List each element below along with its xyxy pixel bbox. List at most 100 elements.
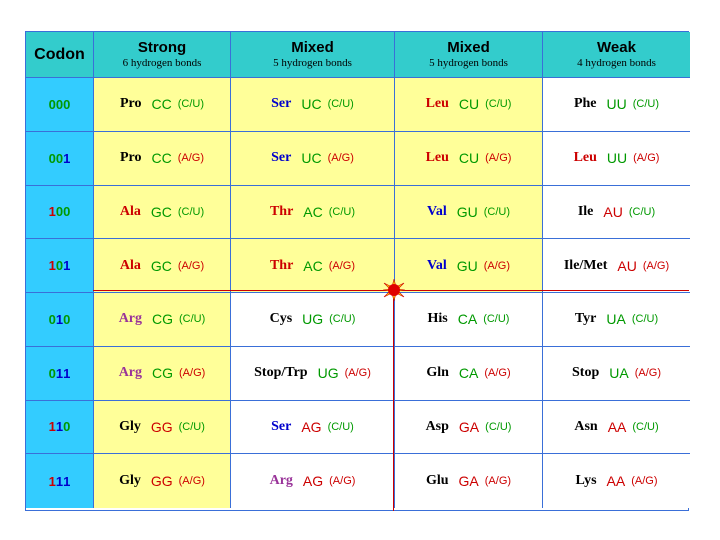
wobble-base: (A/G) (485, 152, 512, 165)
wobble-base: (C/U) (329, 313, 356, 326)
wobble-base: (A/G) (633, 152, 660, 165)
amino-acid: Asn (574, 418, 598, 434)
table-cell: Val GU (C/U) (395, 185, 543, 240)
base-pair: UC (301, 96, 322, 113)
base-pair: GC (150, 257, 172, 274)
table-cell: Gly GG (C/U) (94, 400, 231, 455)
codon-digit: 0 (63, 96, 71, 112)
base-pair: CG (152, 365, 174, 382)
table-cell: Stop UA (A/G) (543, 346, 690, 401)
base-pair: CC (151, 96, 172, 113)
header-cell: Strong 6 hydrogen bonds (94, 32, 231, 78)
amino-acid: Gly (119, 473, 141, 489)
wobble-base: (A/G) (179, 367, 206, 380)
amino-acid: Pro (119, 96, 142, 112)
wobble-base: (A/G) (327, 152, 354, 165)
codon-table: Codon Strong 6 hydrogen bonds Mixed 5 hydrog… (25, 31, 690, 511)
amino-acid: Ala (119, 257, 141, 273)
header-subtitle: 5 hydrogen bonds (429, 57, 508, 69)
wobble-base: (A/G) (631, 475, 658, 488)
amino-acid: Stop (572, 365, 600, 381)
wobble-base: (A/G) (177, 152, 205, 165)
codon-digit: 1 (63, 365, 71, 381)
base-pair: CU (458, 150, 480, 167)
amino-acid: Ile (577, 203, 594, 219)
header-title: Mixed (291, 39, 334, 56)
table-cell: Tyr UA (C/U) (543, 293, 690, 347)
table-cell: Leu CU (A/G) (395, 131, 543, 186)
wobble-base: (C/U) (327, 98, 354, 111)
table-cell: Cys UG (C/U) (231, 293, 395, 347)
amino-acid: Phe (573, 96, 597, 112)
base-pair: AC (303, 203, 323, 220)
table-cell: Pro CC (C/U) (94, 78, 231, 132)
amino-acid: Ser (271, 150, 292, 166)
base-pair: GU (456, 257, 478, 274)
amino-acid: Lys (575, 473, 597, 489)
table-cell: Phe UU (C/U) (543, 78, 690, 132)
codon-digit: 1 (55, 365, 64, 381)
amino-acid: Arg (118, 365, 143, 381)
codon-digit: 1 (48, 419, 56, 435)
wobble-base: (A/G) (178, 475, 205, 488)
wobble-base: (C/U) (177, 205, 205, 218)
amino-acid: Leu (573, 150, 597, 166)
codon-digit: 1 (48, 204, 56, 220)
wobble-base: (C/U) (631, 313, 659, 326)
base-pair: CA (457, 311, 478, 328)
base-pair: GA (458, 418, 480, 435)
base-pair: UU (606, 96, 627, 113)
table-cell: Thr AC (C/U) (231, 185, 395, 240)
table-cell: Arg CG (A/G) (94, 346, 231, 401)
table-cell: Gln CA (A/G) (395, 346, 543, 401)
codon-digit: 1 (63, 473, 71, 489)
header-subtitle: 5 hydrogen bonds (273, 57, 352, 69)
wobble-base: (A/G) (329, 475, 356, 488)
base-pair: UA (606, 311, 626, 328)
codon-digit: 1 (55, 311, 64, 327)
header-cell: Mixed 5 hydrogen bonds (395, 32, 543, 78)
amino-acid: Asp (425, 418, 449, 434)
codon-digit: 0 (63, 204, 71, 220)
base-pair: UU (606, 150, 628, 167)
codon-digit: 0 (55, 258, 64, 274)
table-cell: Gly GG (A/G) (94, 454, 231, 508)
wobble-base: (A/G) (328, 259, 356, 272)
base-pair: GG (150, 473, 173, 490)
amino-acid: Ile/Met (563, 257, 608, 273)
header-subtitle: 6 hydrogen bonds (122, 57, 202, 69)
table-cell: Asp GA (C/U) (395, 400, 543, 455)
codon-digit: 0 (48, 311, 56, 327)
amino-acid: Stop/Trp (254, 365, 308, 381)
amino-acid: Glu (425, 473, 449, 489)
codon-digit: 1 (48, 473, 56, 489)
wobble-base: (C/U) (483, 205, 510, 218)
base-pair: AG (301, 418, 322, 435)
table-cell: Ile/Met AU (A/G) (543, 239, 690, 293)
amino-acid: Leu (425, 150, 449, 166)
header-title: Mixed (447, 39, 490, 56)
table-cell: Ala GC (A/G) (94, 239, 231, 293)
wobble-base: (C/U) (177, 98, 205, 111)
amino-acid: Cys (269, 311, 293, 327)
amino-acid: Ser (271, 418, 292, 434)
wobble-base: (C/U) (327, 420, 354, 433)
base-pair: AA (606, 473, 626, 490)
amino-acid: Arg (269, 473, 293, 489)
wobble-base: (A/G) (642, 259, 670, 272)
header-cell: Mixed 5 hydrogen bonds (231, 32, 395, 78)
table-cell: Arg CG (C/U) (94, 293, 231, 347)
amino-acid: Gly (119, 418, 141, 434)
table-cell: Ser AG (C/U) (231, 400, 395, 455)
wobble-base: (C/U) (328, 205, 356, 218)
amino-acid: Ser (271, 96, 292, 112)
codon-digit: 0 (55, 204, 64, 220)
table-cell: Thr AC (A/G) (231, 239, 395, 293)
amino-acid: Pro (119, 150, 142, 166)
amino-acid: Val (427, 257, 447, 273)
